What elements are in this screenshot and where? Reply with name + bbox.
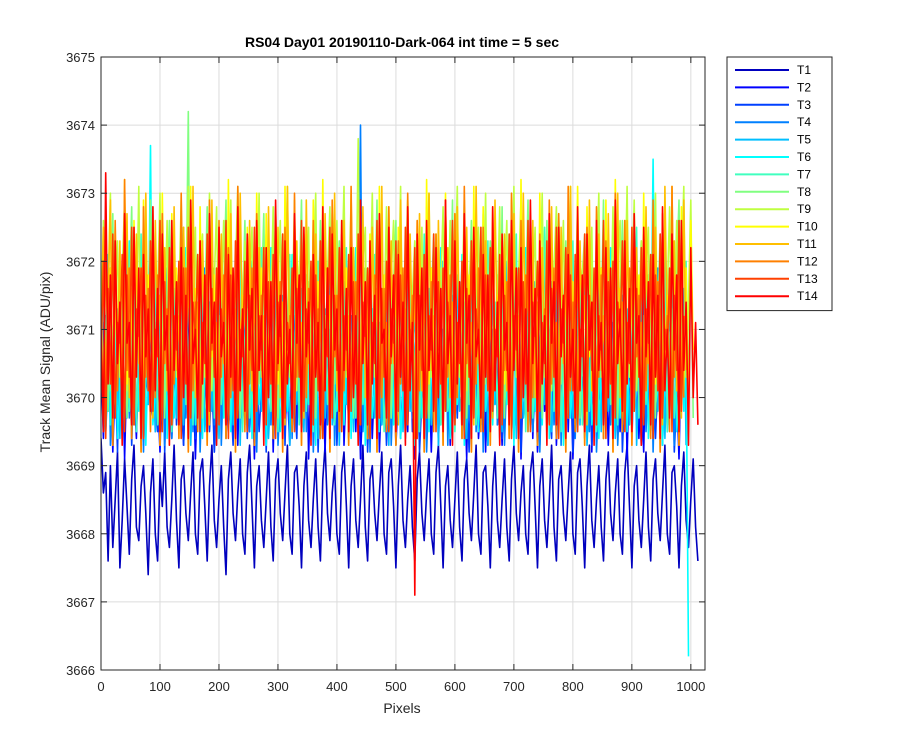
legend-label: T5 bbox=[797, 133, 811, 147]
legend-label: T6 bbox=[797, 150, 811, 164]
x-tick-label: 600 bbox=[444, 679, 466, 694]
legend-label: T1 bbox=[797, 63, 811, 77]
y-tick-label: 3674 bbox=[66, 118, 95, 133]
legend-item-t2: T2 bbox=[735, 80, 811, 94]
legend-label: T2 bbox=[797, 80, 811, 94]
legend-label: T11 bbox=[797, 237, 817, 251]
legend-item-t11: T11 bbox=[735, 237, 817, 251]
y-tick-label: 3673 bbox=[66, 186, 95, 201]
legend-label: T14 bbox=[797, 289, 818, 303]
legend-item-t14: T14 bbox=[735, 289, 818, 303]
series-layer bbox=[101, 110, 699, 657]
legend-label: T7 bbox=[797, 167, 811, 181]
legend-item-t1: T1 bbox=[735, 63, 811, 77]
x-tick-label: 200 bbox=[208, 679, 230, 694]
y-tick-label: 3671 bbox=[66, 322, 95, 337]
legend-item-t3: T3 bbox=[735, 98, 811, 112]
x-tick-label: 800 bbox=[562, 679, 584, 694]
legend-items: T1 T2 T3 T4 T5 T6 T7 T8 T9 T10 T11 T12 T13 T14 bbox=[735, 63, 818, 303]
x-tick-label: 100 bbox=[149, 679, 171, 694]
legend-item-t4: T4 bbox=[735, 115, 811, 129]
y-tick-label: 3668 bbox=[66, 527, 95, 542]
y-tick-label: 3669 bbox=[66, 459, 95, 474]
legend-item-t7: T7 bbox=[735, 167, 811, 181]
legend-item-t9: T9 bbox=[735, 202, 811, 216]
legend-label: T13 bbox=[797, 272, 818, 286]
x-tick-label: 1000 bbox=[676, 679, 705, 694]
tick-marks bbox=[100, 56, 705, 671]
x-axis-title: Pixels bbox=[383, 700, 420, 716]
legend-item-t6: T6 bbox=[735, 150, 811, 164]
series-line-t14 bbox=[101, 172, 699, 596]
legend-label: T3 bbox=[797, 98, 811, 112]
x-tick-label: 900 bbox=[621, 679, 643, 694]
legend-item-t5: T5 bbox=[735, 133, 811, 147]
x-tick-label: 400 bbox=[326, 679, 348, 694]
legend-item-t12: T12 bbox=[735, 254, 818, 268]
legend-label: T8 bbox=[797, 185, 811, 199]
legend-label: T9 bbox=[797, 202, 811, 216]
x-tick-label: 500 bbox=[385, 679, 407, 694]
chart-title: RS04 Day01 20190110-Dark-064 int time = … bbox=[245, 34, 559, 50]
legend-item-t10: T10 bbox=[735, 220, 818, 234]
x-tick-label: 300 bbox=[267, 679, 289, 694]
legend-label: T4 bbox=[797, 115, 811, 129]
y-tick-labels: 3666 3667 3668 3669 3670 3671 3672 3673 3674 3675 bbox=[66, 50, 95, 678]
y-tick-label: 3667 bbox=[66, 595, 95, 610]
legend-item-t13: T13 bbox=[735, 272, 818, 286]
y-tick-label: 3666 bbox=[66, 663, 95, 678]
y-tick-label: 3670 bbox=[66, 391, 95, 406]
plot-area bbox=[100, 56, 706, 671]
legend-label: T12 bbox=[797, 254, 818, 268]
y-tick-label: 3672 bbox=[66, 254, 95, 269]
y-axis-title: Track Mean Signal (ADU/pix) bbox=[37, 272, 53, 453]
x-tick-label: 0 bbox=[97, 679, 104, 694]
plot-frame bbox=[100, 56, 706, 671]
legend-box bbox=[726, 56, 833, 312]
series-line-t1 bbox=[101, 438, 699, 576]
x-tick-labels: 0 100 200 300 400 500 600 700 800 900 1000 bbox=[97, 679, 705, 694]
x-tick-label: 700 bbox=[503, 679, 525, 694]
legend-label: T10 bbox=[797, 220, 818, 234]
legend: T1 T2 T3 T4 T5 T6 T7 T8 T9 T10 T11 T12 T13 T14 bbox=[726, 56, 833, 312]
legend-item-t8: T8 bbox=[735, 185, 811, 199]
y-tick-label: 3675 bbox=[66, 50, 95, 65]
